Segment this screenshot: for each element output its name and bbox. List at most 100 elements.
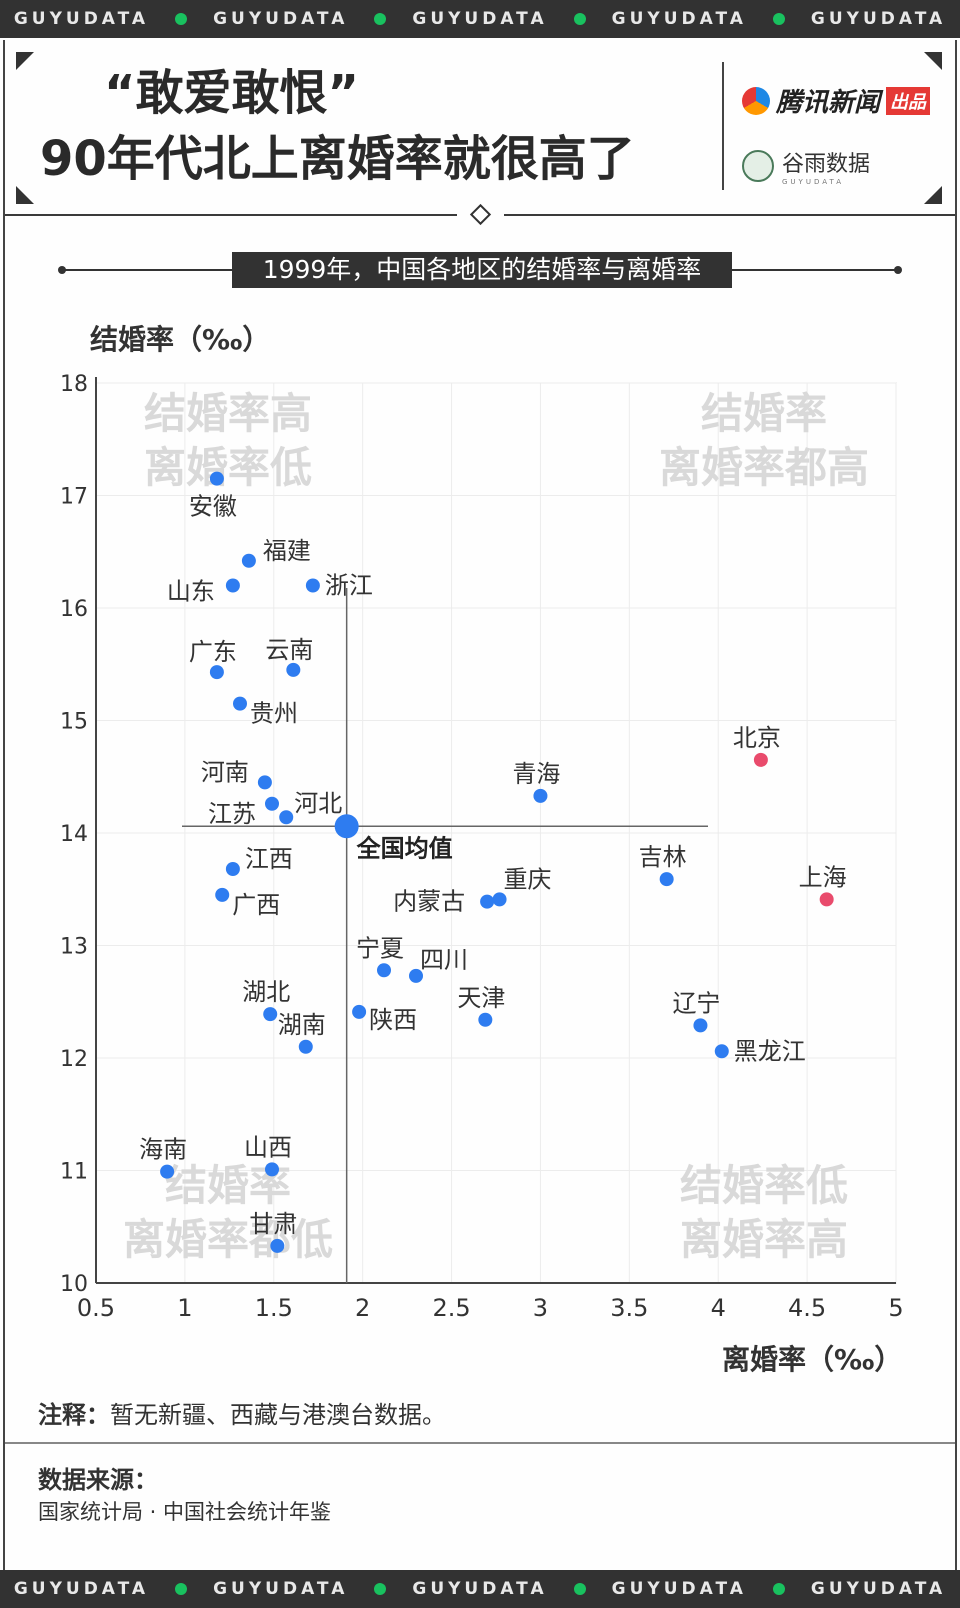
rule-dot-icon: [58, 266, 66, 274]
strip-text: GUYUDATA: [810, 9, 947, 29]
strip-text: GUYUDATA: [213, 1579, 349, 1599]
data-point: [298, 1039, 313, 1054]
point-label: 贵州: [250, 700, 298, 728]
frame-left: [3, 40, 5, 1570]
data-point: [533, 788, 548, 803]
green-dot-icon: [573, 1583, 586, 1595]
note-text: 暂无新疆、西藏与港澳台数据。: [110, 1401, 446, 1429]
point-label: 山西: [244, 1133, 292, 1161]
y-tick-label: 14: [60, 822, 88, 847]
point-label: 广西: [232, 891, 280, 919]
point-label: 北京: [733, 724, 781, 752]
quadrant-label: 离婚率低: [144, 443, 312, 492]
bottom-brand-strip: GUYUDATA GUYUDATA GUYUDATA GUYUDATA GUYU…: [0, 1570, 960, 1608]
green-dot-icon: [374, 13, 387, 25]
data-point: [279, 810, 294, 825]
data-point: [377, 963, 391, 978]
page-title: “敢爱敢恨” 90年代北上离婚率就很高了: [40, 60, 700, 192]
point-label: 天津: [457, 984, 505, 1012]
rule-dot-icon: [894, 266, 902, 274]
y-tick-label: 11: [60, 1160, 88, 1185]
point-label: 广东: [189, 638, 237, 666]
point-label: 安徽: [189, 493, 237, 521]
point-label: 山东: [167, 578, 215, 606]
strip-text: GUYUDATA: [213, 9, 349, 29]
x-tick-label: 2: [355, 1294, 370, 1322]
brand2-name: 谷雨数据: [782, 152, 871, 177]
data-point: [160, 1164, 175, 1179]
data-point: [480, 894, 495, 909]
y-tick-label: 12: [60, 1047, 88, 1072]
data-point: [305, 578, 320, 593]
note: 注释：暂无新疆、西藏与港澳台数据。: [38, 1395, 446, 1430]
guyu-bird-logo-icon: [742, 150, 774, 182]
point-label: 河南: [201, 758, 249, 786]
data-point: [693, 1018, 708, 1033]
corner-triangle-icon: [924, 186, 942, 204]
brand1-name: 腾讯新闻: [776, 88, 881, 118]
average-label: 全国均值: [356, 834, 453, 862]
frame-right: [955, 40, 957, 1570]
note-label: 注释：: [38, 1401, 110, 1429]
x-tick-label: 3.5: [610, 1294, 648, 1322]
green-dot-icon: [175, 13, 188, 25]
green-dot-icon: [175, 1583, 188, 1595]
top-brand-strip: GUYUDATA GUYUDATA GUYUDATA GUYUDATA GUYU…: [0, 0, 960, 38]
quadrant-label: 离婚率都高: [659, 443, 869, 492]
x-tick-label: 4.5: [788, 1294, 826, 1322]
brand1-badge: 出品: [886, 86, 931, 115]
x-tick-label: 0.5: [77, 1294, 115, 1322]
y-tick-label: 10: [60, 1272, 88, 1297]
data-point: [209, 665, 224, 680]
data-point: [492, 892, 507, 907]
source-text: 国家统计局 · 中国社会统计年鉴: [38, 1500, 332, 1524]
point-label: 辽宁: [672, 989, 720, 1017]
data-point: [478, 1012, 493, 1027]
green-dot-icon: [772, 1583, 785, 1595]
x-tick-label: 5: [888, 1294, 903, 1322]
header-rule-left: [5, 214, 457, 216]
green-dot-icon: [772, 13, 785, 25]
point-label: 湖北: [242, 978, 290, 1006]
quadrant-label: 离婚率都低: [123, 1215, 333, 1264]
point-label: 吉林: [639, 843, 687, 871]
point-label: 福建: [263, 537, 311, 565]
point-label: 黑龙江: [734, 1037, 806, 1065]
quadrant-label: 结婚率: [701, 389, 827, 438]
point-label: 陕西: [369, 1006, 417, 1034]
data-point: [209, 471, 224, 486]
x-tick-label: 3: [533, 1294, 548, 1322]
point-label: 江西: [245, 845, 293, 873]
point-label: 河北: [294, 789, 342, 817]
title-line-1: “敢爱敢恨”: [104, 65, 360, 121]
title-line-2: 90年代北上离婚率就很高了: [40, 131, 635, 187]
data-point: [215, 887, 230, 902]
y-tick-label: 16: [60, 597, 88, 622]
data-point: [659, 872, 674, 887]
point-label: 湖南: [278, 1011, 326, 1039]
y-tick-label: 15: [60, 710, 88, 735]
quadrant-label: 结婚率高: [144, 389, 312, 438]
x-tick-label: 1.5: [255, 1294, 293, 1322]
x-tick-label: 1: [177, 1294, 192, 1322]
strip-text: GUYUDATA: [412, 1579, 548, 1599]
point-label: 甘肃: [249, 1210, 297, 1238]
data-point: [286, 662, 301, 677]
point-label: 海南: [139, 1136, 187, 1164]
x-axis-label: 离婚率（‰）: [722, 1343, 903, 1376]
corner-triangle-icon: [16, 52, 34, 70]
data-point: [225, 578, 240, 593]
point-label: 内蒙古: [393, 888, 465, 916]
quadrant-label: 结婚率低: [680, 1161, 848, 1210]
brand2-en: GUYUDATA: [782, 178, 844, 186]
chart-title: 1999年，中国各地区的结婚率与离婚率: [232, 252, 732, 288]
data-point: [265, 796, 279, 811]
point-label: 上海: [799, 863, 847, 891]
quadrant-label: 离婚率高: [680, 1215, 848, 1264]
strip-text: GUYUDATA: [13, 9, 150, 29]
strip-text: GUYUDATA: [810, 1579, 947, 1599]
strip-text: GUYUDATA: [412, 9, 548, 29]
data-point: [263, 1007, 278, 1022]
data-point: [409, 968, 423, 983]
x-tick-label: 2.5: [432, 1294, 470, 1322]
